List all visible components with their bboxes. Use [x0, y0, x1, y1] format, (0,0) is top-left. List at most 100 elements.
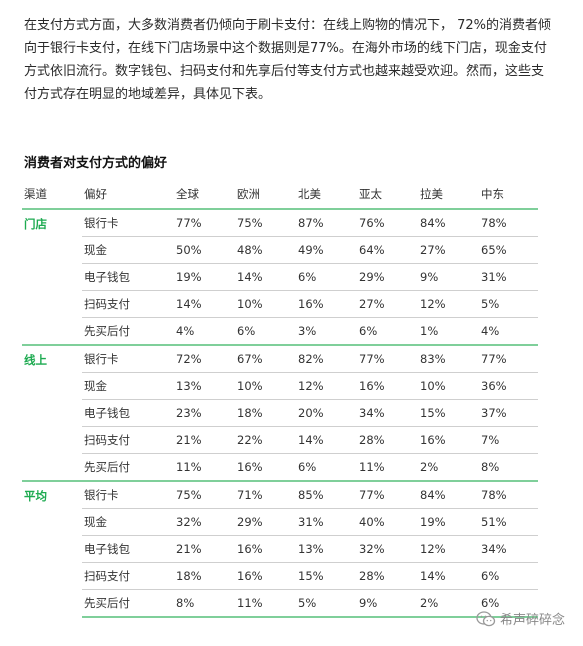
- value-cell: 36%: [479, 372, 538, 400]
- header-apac: 亚太: [357, 180, 418, 210]
- value-cell: 16%: [296, 290, 357, 318]
- value-cell: 72%: [174, 344, 235, 373]
- value-cell: 28%: [357, 562, 418, 590]
- value-cell: 75%: [235, 209, 296, 237]
- value-cell: 9%: [357, 589, 418, 618]
- value-cell: 67%: [235, 344, 296, 373]
- table-row: 电子钱包 21% 16% 13% 32% 12% 34%: [22, 535, 538, 563]
- value-cell: 29%: [235, 508, 296, 536]
- value-cell: 76%: [357, 209, 418, 237]
- value-cell: 31%: [296, 508, 357, 536]
- value-cell: 21%: [174, 426, 235, 454]
- value-cell: 16%: [235, 562, 296, 590]
- value-cell: 2%: [418, 453, 479, 482]
- table-row: 先买后付 11% 16% 6% 11% 2% 8%: [22, 453, 538, 482]
- preference-cell: 银行卡: [82, 344, 174, 373]
- value-cell: 15%: [296, 562, 357, 590]
- table-header-row: 渠道 偏好 全球 欧洲 北美 亚太 拉美 中东: [22, 180, 538, 210]
- value-cell: 49%: [296, 236, 357, 264]
- value-cell: 50%: [174, 236, 235, 264]
- preference-cell: 先买后付: [82, 453, 174, 482]
- table-title: 消费者对支付方式的偏好: [24, 156, 168, 171]
- preference-cell: 银行卡: [82, 480, 174, 509]
- preference-cell: 现金: [82, 508, 174, 536]
- value-cell: 84%: [418, 209, 479, 237]
- table-row: 线上 银行卡 72% 67% 82% 77% 83% 77%: [22, 344, 538, 481]
- value-cell: 6%: [235, 317, 296, 346]
- table-row: 门店 银行卡 77% 75% 87% 76% 84% 78%: [22, 209, 538, 237]
- value-cell: 3%: [296, 317, 357, 346]
- value-cell: 13%: [296, 535, 357, 563]
- watermark: 希声碎碎念: [476, 609, 565, 628]
- value-cell: 78%: [479, 209, 538, 237]
- value-cell: 27%: [357, 290, 418, 318]
- value-cell: 32%: [357, 535, 418, 563]
- value-cell: 16%: [235, 453, 296, 482]
- header-middle-east: 中东: [479, 180, 538, 210]
- value-cell: 34%: [479, 535, 538, 563]
- table-row: 平均 银行卡 75% 71% 85% 77% 84% 78%: [22, 480, 538, 617]
- payment-preference-table: 渠道 偏好 全球 欧洲 北美 亚太 拉美 中东 门店 银行卡 77% 75% 87% 76…: [22, 180, 538, 618]
- value-cell: 22%: [235, 426, 296, 454]
- value-cell: 13%: [174, 372, 235, 400]
- value-cell: 82%: [296, 344, 357, 373]
- value-cell: 14%: [174, 290, 235, 318]
- value-cell: 77%: [174, 209, 235, 237]
- value-cell: 34%: [357, 399, 418, 427]
- value-cell: 11%: [174, 453, 235, 482]
- value-cell: 18%: [174, 562, 235, 590]
- value-cell: 20%: [296, 399, 357, 427]
- table-row: 先买后付 8% 11% 5% 9% 2% 6%: [22, 589, 538, 618]
- table-row: 扫码支付 14% 10% 16% 27% 12% 5%: [22, 290, 538, 318]
- value-cell: 28%: [357, 426, 418, 454]
- preference-cell: 银行卡: [82, 209, 174, 237]
- table-body: 门店 银行卡 77% 75% 87% 76% 84% 78% 现金 50% 48% 49% 64% 27%…: [22, 209, 538, 618]
- value-cell: 14%: [235, 263, 296, 291]
- value-cell: 5%: [296, 589, 357, 618]
- value-cell: 77%: [479, 344, 538, 373]
- value-cell: 77%: [357, 480, 418, 509]
- value-cell: 16%: [357, 372, 418, 400]
- wechat-icon: [476, 610, 496, 626]
- value-cell: 51%: [479, 508, 538, 536]
- preference-cell: 电子钱包: [82, 399, 174, 427]
- value-cell: 16%: [418, 426, 479, 454]
- value-cell: 11%: [357, 453, 418, 482]
- watermark-text: 希声碎碎念: [499, 613, 565, 628]
- channel-label: 线上: [22, 344, 82, 481]
- value-cell: 6%: [357, 317, 418, 346]
- value-cell: 19%: [174, 263, 235, 291]
- value-cell: 19%: [418, 508, 479, 536]
- header-latam: 拉美: [418, 180, 479, 210]
- table-row: 先买后付 4% 6% 3% 6% 1% 4%: [22, 317, 538, 346]
- preference-cell: 先买后付: [82, 317, 174, 346]
- value-cell: 12%: [418, 535, 479, 563]
- channel-label: 平均: [22, 480, 82, 617]
- value-cell: 37%: [479, 399, 538, 427]
- value-cell: 6%: [296, 263, 357, 291]
- table-row: 现金 50% 48% 49% 64% 27% 65%: [22, 236, 538, 264]
- value-cell: 23%: [174, 399, 235, 427]
- value-cell: 64%: [357, 236, 418, 264]
- preference-cell: 电子钱包: [82, 535, 174, 563]
- value-cell: 16%: [235, 535, 296, 563]
- table-row: 扫码支付 21% 22% 14% 28% 16% 7%: [22, 426, 538, 454]
- preference-cell: 现金: [82, 236, 174, 264]
- value-cell: 10%: [235, 372, 296, 400]
- table-row: 电子钱包 23% 18% 20% 34% 15% 37%: [22, 399, 538, 427]
- value-cell: 71%: [235, 480, 296, 509]
- value-cell: 5%: [479, 290, 538, 318]
- table-row: 电子钱包 19% 14% 6% 29% 9% 31%: [22, 263, 538, 291]
- preference-cell: 扫码支付: [82, 426, 174, 454]
- value-cell: 6%: [296, 453, 357, 482]
- value-cell: 48%: [235, 236, 296, 264]
- value-cell: 10%: [235, 290, 296, 318]
- channel-label: 门店: [24, 217, 47, 231]
- value-cell: 84%: [418, 480, 479, 509]
- value-cell: 32%: [174, 508, 235, 536]
- preference-cell: 扫码支付: [82, 290, 174, 318]
- header-north-america: 北美: [296, 180, 357, 210]
- preference-cell: 先买后付: [82, 589, 174, 618]
- preference-cell: 现金: [82, 372, 174, 400]
- value-cell: 40%: [357, 508, 418, 536]
